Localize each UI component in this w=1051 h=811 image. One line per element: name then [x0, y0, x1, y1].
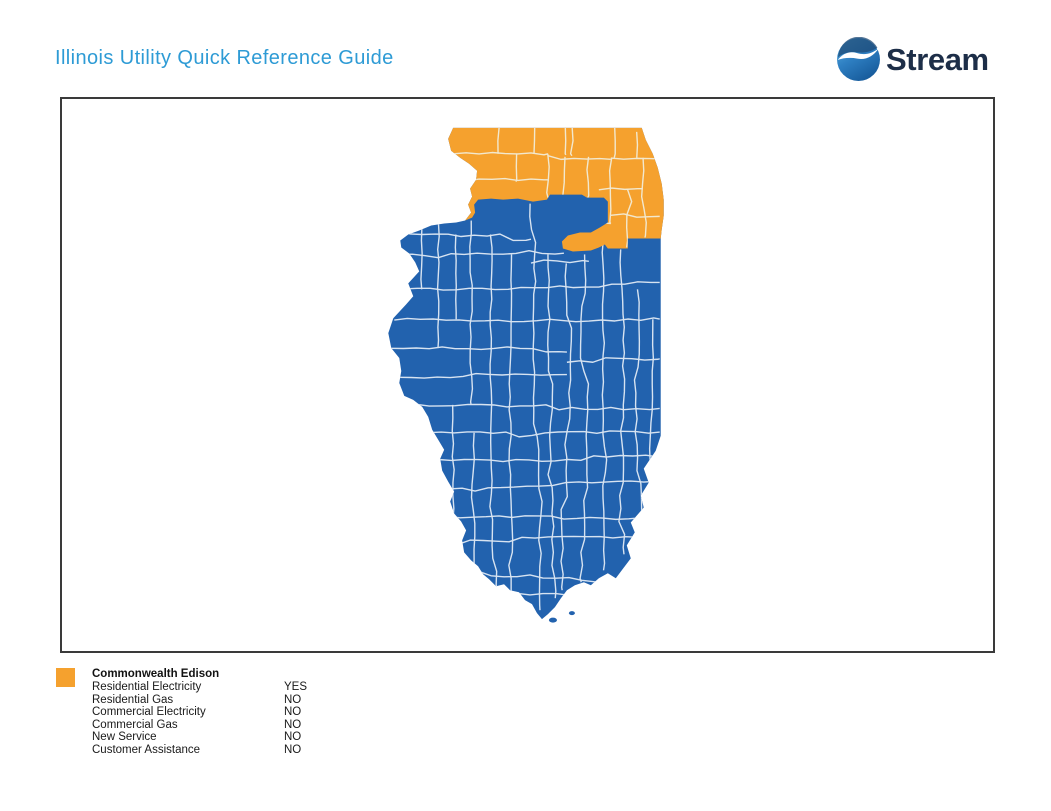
legend-row-label: Commercial Gas [92, 718, 178, 731]
legend-row: New Service NO [92, 731, 324, 744]
south-tip-islets [548, 611, 575, 623]
illinois-county-map [388, 127, 664, 623]
county-borders-comed [453, 127, 660, 248]
county-borders-base [390, 203, 661, 613]
legend-row-label: Residential Electricity [92, 681, 202, 693]
legend-row: Commercial Electricity NO [92, 706, 324, 719]
legend-row: Commercial Gas NO [92, 719, 324, 732]
page-title: Illinois Utility Quick Reference Guide [55, 47, 394, 69]
legend-row-label: Commercial Electricity [92, 706, 206, 718]
legend-row: Residential Electricity YES [92, 681, 324, 694]
legend-row-value: YES [284, 681, 308, 693]
legend-row-value: NO [284, 718, 302, 731]
legend-title: Commonwealth Edison [92, 668, 220, 680]
legend-row-value: NO [284, 693, 302, 706]
legend-body: Commonwealth Edison Residential Electric… [92, 668, 324, 756]
stream-swoosh-icon [837, 37, 880, 81]
stream-logo: Stream [836, 37, 989, 82]
legend-row: Customer Assistance NO [92, 744, 324, 757]
stream-logo-text: Stream [886, 42, 989, 77]
legend-row-label: Customer Assistance [92, 743, 201, 756]
legend-row-value: NO [284, 706, 302, 718]
map-panel [60, 97, 995, 653]
legend-row-value: NO [284, 731, 302, 743]
legend-row-label: Residential Gas [92, 693, 174, 706]
legend-row-value: NO [284, 743, 302, 756]
legend-row-label: New Service [92, 731, 157, 743]
legend: Commonwealth Edison Residential Electric… [56, 668, 324, 756]
legend-color-swatch [56, 668, 75, 687]
state-silhouette [388, 127, 664, 620]
legend-row: Residential Gas NO [92, 694, 324, 707]
